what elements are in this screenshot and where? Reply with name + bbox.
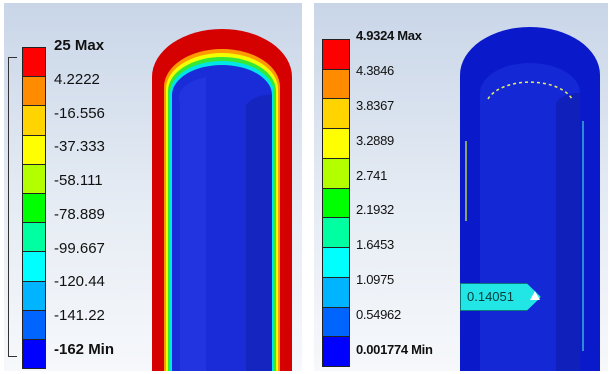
left-legend-value: -78.889: [54, 205, 105, 223]
right-inner-shade: [556, 92, 580, 371]
legend-color-swatch: [323, 337, 349, 367]
left-legend-value: -37.333: [54, 138, 105, 156]
left-legend-color-bar: [22, 47, 46, 369]
legend-color-swatch: [23, 223, 45, 253]
legend-color-swatch: [323, 218, 349, 249]
left-legend-max: 25 Max: [54, 37, 105, 54]
right-legend-color-bar: [322, 39, 350, 367]
right-result-viewport[interactable]: 4.9324 Max 4.3846 3.8367 3.2889 2.741 2.…: [314, 3, 608, 371]
legend-color-swatch: [23, 193, 45, 224]
legend-color-swatch: [323, 99, 349, 130]
right-legend-value: 2.741: [356, 167, 388, 183]
probe-value-label[interactable]: 0.14051: [460, 283, 541, 311]
right-legend-value: 1.6453: [356, 237, 394, 253]
legend-color-swatch: [23, 310, 45, 340]
right-legend-value: 4.3846: [356, 62, 394, 78]
left-legend-min: -162 Min: [54, 340, 115, 358]
left-inner-highlight: [178, 77, 206, 371]
probe-pointer-icon[interactable]: [530, 291, 540, 300]
left-cylinder-model: [152, 29, 292, 371]
left-legend-value: 4.2222: [54, 70, 100, 88]
legend-color-swatch: [323, 129, 349, 159]
right-legend-value: 0.54962: [356, 307, 401, 322]
left-legend-value: -16.556: [54, 104, 105, 122]
left-legend-labels: 25 Max 4.2222 -16.556 -37.333 -58.111 -7…: [54, 37, 114, 359]
legend-color-swatch: [23, 164, 45, 194]
legend-color-swatch: [323, 307, 349, 338]
legend-color-swatch: [323, 40, 349, 70]
legend-color-swatch: [23, 48, 45, 78]
legend-color-swatch: [23, 106, 45, 136]
legend-color-swatch: [23, 281, 45, 311]
right-legend-value: 2.1932: [356, 202, 394, 218]
right-legend-value: 3.8367: [356, 97, 394, 113]
legend-color-swatch: [323, 158, 349, 189]
legend-color-swatch: [323, 69, 349, 100]
legend-color-swatch: [23, 252, 45, 282]
legend-color-swatch: [323, 188, 349, 219]
left-result-viewport[interactable]: 25 Max 4.2222 -16.556 -37.333 -58.111 -7…: [4, 3, 302, 371]
left-legend-value: -141.22: [54, 307, 105, 325]
right-legend-labels: 4.9324 Max 4.3846 3.8367 3.2889 2.741 2.…: [356, 27, 433, 359]
left-inner-shade: [246, 94, 272, 371]
left-legend-value: -99.667: [54, 239, 105, 257]
legend-color-swatch: [23, 77, 45, 107]
right-legend-value: 1.0975: [356, 272, 394, 288]
right-legend-min: 0.001774 Min: [356, 341, 433, 357]
left-legend-value: -58.111: [54, 172, 103, 190]
left-legend-value: -120.44: [54, 273, 105, 291]
legend-color-swatch: [23, 339, 45, 369]
right-legend-value: 3.2889: [356, 132, 394, 148]
left-legend-bracket: [8, 57, 17, 357]
legend-color-swatch: [23, 135, 45, 165]
right-legend-max: 4.9324 Max: [356, 28, 422, 43]
right-cylinder-model: [460, 27, 600, 371]
legend-color-swatch: [323, 248, 349, 278]
legend-color-swatch: [323, 277, 349, 308]
